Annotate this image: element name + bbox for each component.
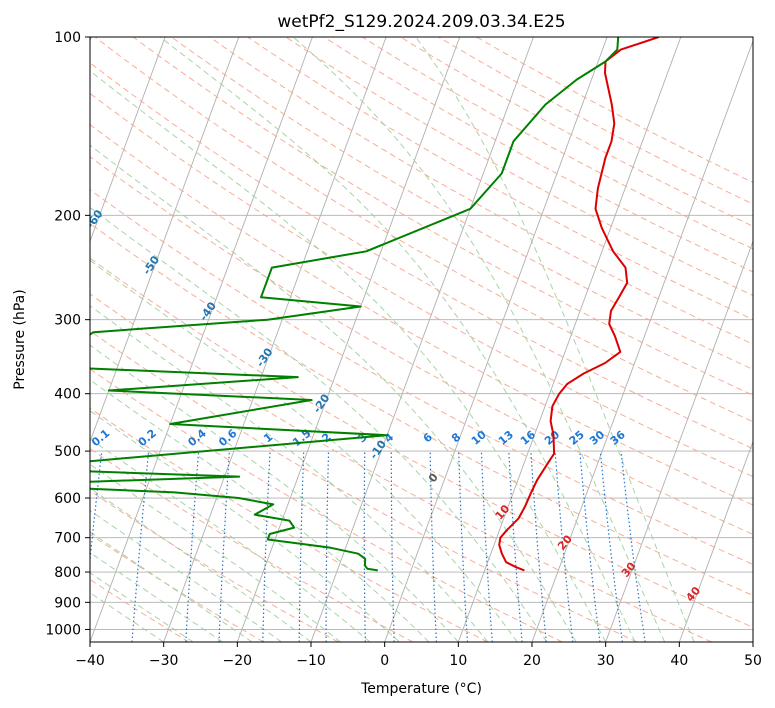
mixing-ratio-line xyxy=(599,451,623,642)
moist-adiabat-line xyxy=(292,37,666,642)
y-tick-label: 800 xyxy=(54,565,81,581)
moist-adiabat-line xyxy=(90,305,489,642)
x-tick-label: 10 xyxy=(449,653,467,669)
moist-adiabat-line xyxy=(90,344,459,642)
y-tick-label: 500 xyxy=(54,444,81,460)
isotherm-line xyxy=(605,240,753,642)
dry-adiabat-line xyxy=(90,330,638,642)
profiles xyxy=(90,37,660,572)
moist-adiabat-line xyxy=(90,438,371,642)
dry-adiabat-line xyxy=(90,92,753,478)
chart-title: wetPf2_S129.2024.209.03.34.E25 xyxy=(277,12,565,32)
dry-adiabat-line xyxy=(476,37,753,183)
x-tick-label: 40 xyxy=(670,653,688,669)
moist-adiabat-line xyxy=(90,379,430,642)
plot-frame xyxy=(89,36,754,643)
x-tick-label: 20 xyxy=(523,653,541,669)
mixing-ratio-line xyxy=(620,451,646,642)
x-tick-label: 50 xyxy=(744,653,762,669)
y-tick-label: 100 xyxy=(54,30,81,46)
dry-adiabat-line xyxy=(90,293,712,642)
dry-adiabat-line xyxy=(90,257,753,628)
isotherm-line xyxy=(90,37,313,642)
x-tick-label: −10 xyxy=(296,653,326,669)
y-axis-ticks: 100 200 300 400 500 600 700 800 900 1000 xyxy=(45,30,90,638)
x-tick-label: −40 xyxy=(75,653,105,669)
y-tick-label: 200 xyxy=(54,208,81,224)
x-tick-label: −30 xyxy=(149,653,179,669)
moist-adiabat-line xyxy=(90,259,518,642)
x-tick-label: 0 xyxy=(380,653,389,669)
moist-adiabat-line xyxy=(90,487,312,642)
dry-adiabat-line xyxy=(285,37,753,297)
dry-adiabat-line xyxy=(90,124,753,506)
y-tick-label: 1000 xyxy=(45,622,81,638)
y-tick-label: 700 xyxy=(54,531,81,547)
x-tick-label: 30 xyxy=(597,653,615,669)
dry-adiabats xyxy=(90,37,753,642)
dry-adiabat-line xyxy=(438,37,753,205)
dry-adiabat-line xyxy=(400,37,753,227)
dry-adiabat-line xyxy=(90,188,753,566)
moist-adiabat-line xyxy=(415,37,695,642)
x-tick-label: −20 xyxy=(223,653,253,669)
isotherm-line xyxy=(90,37,240,443)
x-axis-label: Temperature (°C) xyxy=(360,681,482,697)
moist-adiabat-line xyxy=(90,463,341,642)
moist-adiabat-line xyxy=(90,410,400,642)
mixing-ratio-lines xyxy=(90,451,646,642)
y-tick-label: 300 xyxy=(54,313,81,329)
dry-adiabat-line xyxy=(361,37,753,250)
y-tick-label: 400 xyxy=(54,387,81,403)
y-axis-label: Pressure (hPa) xyxy=(12,289,28,389)
moist-adiabats xyxy=(90,37,695,642)
y-tick-label: 900 xyxy=(54,595,81,611)
x-axis-ticks: −40 −30 −20 −10 0 10 20 30 40 50 xyxy=(75,642,762,669)
moist-adiabat-line xyxy=(90,206,548,642)
dry-adiabat-line xyxy=(90,62,753,450)
isotherm-line xyxy=(384,37,608,642)
dry-adiabat-line xyxy=(90,448,414,642)
moist-adiabat-line xyxy=(90,144,577,642)
dry-adiabat-line xyxy=(90,222,753,597)
moist-adiabat-line xyxy=(90,70,607,642)
mixing-ratio-line xyxy=(579,451,601,642)
isotherm-line xyxy=(310,37,534,642)
moist-adiabat-line xyxy=(159,37,636,642)
dry-adiabat-line xyxy=(90,533,264,642)
isotherm-line xyxy=(678,440,753,642)
isotherm-line xyxy=(457,37,682,642)
dewpoint-profile-line xyxy=(90,37,620,572)
y-tick-label: 600 xyxy=(54,491,81,507)
temperature-profile-line xyxy=(498,37,660,572)
dry-adiabat-line xyxy=(323,37,753,273)
isotherm-line xyxy=(90,37,166,243)
isotherm-line xyxy=(531,39,753,642)
